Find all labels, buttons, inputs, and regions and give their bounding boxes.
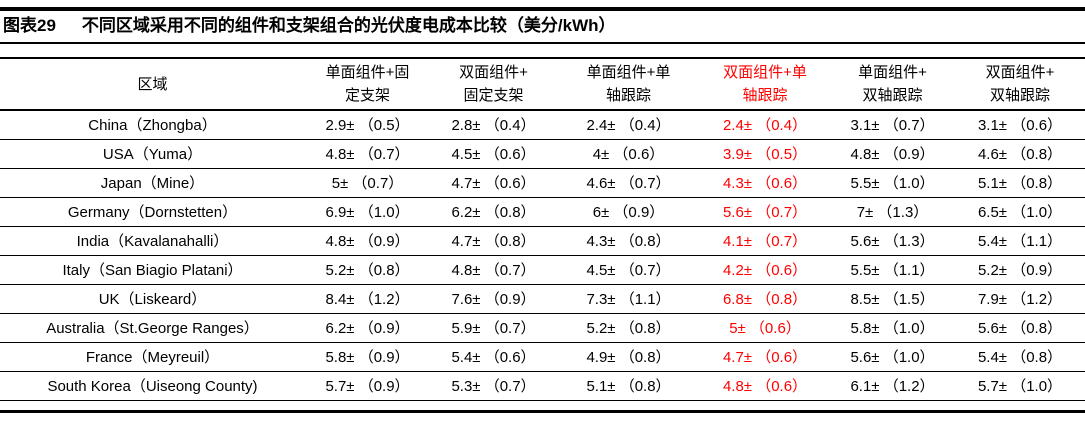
- lcoe-comparison-table: 区域 单面组件+固 定支架 双面组件+ 固定支架 单面组件+单 轴跟踪 双面组件+单 轴…: [0, 57, 1085, 401]
- table-row: USA（Yuma） 4.8± （0.7） 4.5± （0.6） 4± （0.6） 3.9…: [0, 139, 1085, 169]
- value-cell: 5.1± （0.8）: [955, 168, 1085, 198]
- value-cell: 5.5± （1.0）: [830, 168, 955, 198]
- value-cell: 5.5± （1.1）: [830, 255, 955, 285]
- table-bottom-rule: [0, 409, 1085, 413]
- value-cell: 5.4± （0.8）: [955, 342, 1085, 372]
- value-cell: 4.8± （0.9）: [830, 139, 955, 169]
- value-cell: 5.6± （0.8）: [955, 313, 1085, 343]
- value-cell: 4.8± （0.9）: [305, 226, 430, 256]
- value-cell: 4.7± （0.8）: [430, 226, 557, 256]
- value-cell: 4.8± （0.7）: [305, 139, 430, 169]
- combo-column-header: 双面组件+ 双轴跟踪: [955, 58, 1085, 111]
- value-cell: 4± （0.6）: [557, 139, 700, 169]
- value-cell: 4.6± （0.8）: [955, 139, 1085, 169]
- table-row: Australia（St.George Ranges） 6.2± （0.9） 5.9…: [0, 313, 1085, 343]
- region-cell: India（Kavalanahalli）: [0, 226, 305, 256]
- table-row: Japan（Mine） 5± （0.7） 4.7± （0.6） 4.6± （0.7） 4…: [0, 168, 1085, 198]
- region-cell: China（Zhongba）: [0, 110, 305, 140]
- value-cell: 5.8± （0.9）: [305, 342, 430, 372]
- value-cell: 5± （0.6）: [700, 313, 830, 343]
- table-header-row: 区域 单面组件+固 定支架 双面组件+ 固定支架 单面组件+单 轴跟踪 双面组件+单 轴…: [0, 58, 1085, 111]
- value-cell: 5.6± （1.0）: [830, 342, 955, 372]
- value-cell: 4.5± （0.6）: [430, 139, 557, 169]
- figure-label: 图表29: [3, 16, 56, 35]
- value-cell: 5.2± （0.8）: [557, 313, 700, 343]
- value-cell: 4.8± （0.7）: [430, 255, 557, 285]
- value-cell: 5.1± （0.8）: [557, 371, 700, 401]
- value-cell: 5.4± （0.6）: [430, 342, 557, 372]
- value-cell: 4.7± （0.6）: [700, 342, 830, 372]
- value-cell: 7.6± （0.9）: [430, 284, 557, 314]
- value-cell: 7± （1.3）: [830, 197, 955, 227]
- region-cell: Italy（San Biagio Platani）: [0, 255, 305, 285]
- value-cell: 4.9± （0.8）: [557, 342, 700, 372]
- value-cell: 5.7± （1.0）: [955, 371, 1085, 401]
- value-cell: 7.3± （1.1）: [557, 284, 700, 314]
- value-cell: 4.8± （0.6）: [700, 371, 830, 401]
- figure-title-bar: 图表29 不同区域采用不同的组件和支架组合的光伏度电成本比较（美分/kWh）: [0, 7, 1085, 44]
- table-row: China（Zhongba） 2.9± （0.5） 2.8± （0.4） 2.4± （…: [0, 110, 1085, 140]
- value-cell: 6.2± （0.8）: [430, 197, 557, 227]
- table-row: Germany（Dornstetten） 6.9± （1.0） 6.2± （0.8）…: [0, 197, 1085, 227]
- value-cell: 4.3± （0.8）: [557, 226, 700, 256]
- value-cell: 5.9± （0.7）: [430, 313, 557, 343]
- region-column-header: 区域: [0, 58, 305, 111]
- value-cell: 4.3± （0.6）: [700, 168, 830, 198]
- value-cell: 2.9± （0.5）: [305, 110, 430, 140]
- value-cell: 4.7± （0.6）: [430, 168, 557, 198]
- value-cell: 6.5± （1.0）: [955, 197, 1085, 227]
- combo-column-header: 单面组件+单 轴跟踪: [557, 58, 700, 111]
- value-cell: 4.2± （0.6）: [700, 255, 830, 285]
- value-cell: 8.4± （1.2）: [305, 284, 430, 314]
- region-cell: USA（Yuma）: [0, 139, 305, 169]
- value-cell: 5.3± （0.7）: [430, 371, 557, 401]
- value-cell: 6.2± （0.9）: [305, 313, 430, 343]
- region-cell: Australia（St.George Ranges）: [0, 313, 305, 343]
- value-cell: 5.2± （0.8）: [305, 255, 430, 285]
- value-cell: 5.8± （1.0）: [830, 313, 955, 343]
- value-cell: 6± （0.9）: [557, 197, 700, 227]
- value-cell: 6.1± （1.2）: [830, 371, 955, 401]
- value-cell: 3.1± （0.7）: [830, 110, 955, 140]
- value-cell: 5.6± （0.7）: [700, 197, 830, 227]
- figure-title: 不同区域采用不同的组件和支架组合的光伏度电成本比较（美分/kWh）: [81, 16, 616, 35]
- region-cell: South Korea（Uiseong County): [0, 371, 305, 401]
- table-row: France（Meyreuil） 5.8± （0.9） 5.4± （0.6） 4.9±…: [0, 342, 1085, 372]
- value-cell: 7.9± （1.2）: [955, 284, 1085, 314]
- value-cell: 8.5± （1.5）: [830, 284, 955, 314]
- combo-column-header: 单面组件+固 定支架: [305, 58, 430, 111]
- value-cell: 5.6± （1.3）: [830, 226, 955, 256]
- value-cell: 6.8± （0.8）: [700, 284, 830, 314]
- value-cell: 4.5± （0.7）: [557, 255, 700, 285]
- value-cell: 5.4± （1.1）: [955, 226, 1085, 256]
- value-cell: 5.7± （0.9）: [305, 371, 430, 401]
- table-row: UK（Liskeard） 8.4± （1.2） 7.6± （0.9） 7.3± （1.…: [0, 284, 1085, 314]
- table-row: Italy（San Biagio Platani） 5.2± （0.8） 4.8± …: [0, 255, 1085, 285]
- table-row: South Korea（Uiseong County) 5.7± （0.9） 5.3…: [0, 371, 1085, 401]
- region-cell: UK（Liskeard）: [0, 284, 305, 314]
- value-cell: 6.9± （1.0）: [305, 197, 430, 227]
- region-cell: France（Meyreuil）: [0, 342, 305, 372]
- combo-column-header: 双面组件+ 固定支架: [430, 58, 557, 111]
- region-cell: Germany（Dornstetten）: [0, 197, 305, 227]
- combo-column-header: 双面组件+单 轴跟踪: [700, 58, 830, 111]
- value-cell: 5± （0.7）: [305, 168, 430, 198]
- table-row: India（Kavalanahalli） 4.8± （0.9） 4.7± （0.8）…: [0, 226, 1085, 256]
- value-cell: 3.1± （0.6）: [955, 110, 1085, 140]
- value-cell: 5.2± （0.9）: [955, 255, 1085, 285]
- region-cell: Japan（Mine）: [0, 168, 305, 198]
- value-cell: 3.9± （0.5）: [700, 139, 830, 169]
- combo-column-header: 单面组件+ 双轴跟踪: [830, 58, 955, 111]
- value-cell: 4.6± （0.7）: [557, 168, 700, 198]
- value-cell: 2.4± （0.4）: [557, 110, 700, 140]
- value-cell: 2.4± （0.4）: [700, 110, 830, 140]
- value-cell: 2.8± （0.4）: [430, 110, 557, 140]
- value-cell: 4.1± （0.7）: [700, 226, 830, 256]
